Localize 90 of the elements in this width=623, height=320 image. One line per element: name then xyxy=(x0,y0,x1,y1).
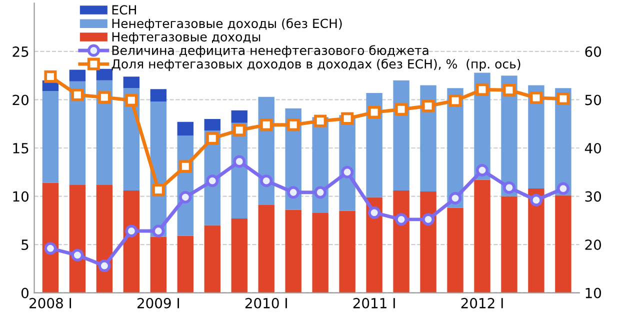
bar xyxy=(204,225,220,293)
point xyxy=(44,70,57,83)
point xyxy=(179,160,192,173)
y-tick-label: 5 xyxy=(22,240,28,250)
bar xyxy=(69,184,86,293)
legend-label: Нефтегазовые доходы xyxy=(112,32,260,44)
y-tick-label: 20 xyxy=(12,94,28,106)
point xyxy=(502,181,516,194)
legend-label: Доля нефтегазовых доходов в доходах (без ЕСН), % (пр. ось) xyxy=(112,58,520,72)
bar xyxy=(312,212,328,293)
legend-label: ЕСН xyxy=(112,5,136,15)
bar xyxy=(150,236,166,293)
point xyxy=(314,114,327,128)
bar xyxy=(231,110,248,123)
bar xyxy=(555,195,572,293)
point xyxy=(260,118,273,132)
bar xyxy=(285,210,302,293)
y-tick-label: 0 xyxy=(21,288,28,298)
x-tick-label: 2009 I xyxy=(137,298,179,308)
point xyxy=(152,224,165,238)
bar xyxy=(150,89,166,102)
y2-tick-label: 20 xyxy=(585,240,601,250)
y-tick-label: 25 xyxy=(12,46,28,57)
point xyxy=(233,155,246,168)
point xyxy=(206,174,219,188)
point xyxy=(476,164,488,176)
bar xyxy=(204,119,220,131)
bar xyxy=(420,85,436,192)
legend-label: Ненефтегазовые доходы (без ЕСН) xyxy=(112,18,342,31)
point xyxy=(422,100,435,112)
point xyxy=(395,213,408,226)
point xyxy=(287,186,300,199)
point xyxy=(530,194,542,206)
point xyxy=(556,92,570,106)
point xyxy=(287,118,300,132)
point xyxy=(44,242,57,255)
bar xyxy=(420,191,436,293)
y2-tick-label: 30 xyxy=(585,191,601,202)
point xyxy=(98,91,111,104)
point xyxy=(71,248,84,262)
point xyxy=(530,92,542,104)
bar xyxy=(177,122,194,136)
point xyxy=(125,224,138,238)
bar xyxy=(231,218,248,293)
bar xyxy=(393,190,410,293)
y2-tick-label: 10 xyxy=(586,288,601,298)
point xyxy=(449,192,462,204)
bar xyxy=(258,204,274,293)
y2-tick-label: 40 xyxy=(584,142,601,154)
x-tick-label: 2011 I xyxy=(353,298,395,308)
point xyxy=(556,182,570,195)
point xyxy=(449,94,462,107)
x-tick-label: 2010 I xyxy=(245,298,287,308)
bar xyxy=(528,188,544,293)
point xyxy=(314,186,327,199)
bar xyxy=(123,190,140,293)
point xyxy=(368,106,381,119)
y-tick-label: 10 xyxy=(13,191,28,202)
point xyxy=(395,103,408,116)
point xyxy=(152,184,165,196)
bar xyxy=(96,68,113,80)
y-tick-label: 15 xyxy=(13,143,28,154)
point xyxy=(341,166,354,178)
point xyxy=(98,260,111,272)
point xyxy=(341,112,354,125)
point xyxy=(368,206,381,219)
point xyxy=(233,124,246,136)
bar xyxy=(177,236,194,293)
bar xyxy=(447,208,464,293)
point xyxy=(260,174,273,188)
bar xyxy=(96,184,113,293)
bar xyxy=(501,196,518,293)
point xyxy=(179,190,192,204)
bar xyxy=(42,91,59,183)
point xyxy=(71,88,84,102)
point xyxy=(502,84,516,96)
x-tick-label: 2012 I xyxy=(461,298,503,308)
bar xyxy=(123,76,140,88)
bar xyxy=(69,70,86,82)
point xyxy=(476,83,488,96)
y2-tick-label: 50 xyxy=(585,94,601,106)
legend-label: Величина дефицита ненефтегазового бюджета xyxy=(112,45,428,58)
bar xyxy=(339,210,356,293)
x-tick-label: 2008 I xyxy=(30,298,72,308)
bar xyxy=(474,180,490,293)
point xyxy=(125,94,138,106)
bar xyxy=(42,182,59,293)
y2-tick-label: 60 xyxy=(585,46,601,57)
point xyxy=(422,213,435,226)
point xyxy=(206,132,219,145)
